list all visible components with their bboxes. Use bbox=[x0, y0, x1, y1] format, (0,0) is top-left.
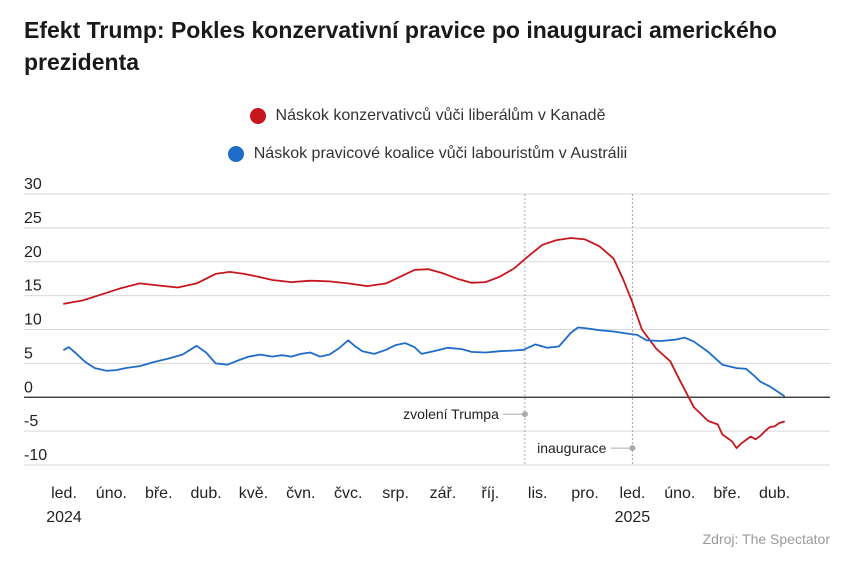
source-note: Zdroj: The Spectator bbox=[702, 531, 830, 547]
y-tick-label: -10 bbox=[24, 447, 47, 464]
x-tick-label: úno. bbox=[664, 485, 695, 502]
x-tick-label: bře. bbox=[713, 485, 741, 502]
legend-item-canada: Náskok konzervativců vůči liberálům v Ka… bbox=[0, 104, 855, 128]
x-tick-label: led. bbox=[620, 485, 646, 502]
x-tick-year: 2025 bbox=[615, 509, 651, 526]
y-tick-label: 30 bbox=[24, 176, 42, 193]
x-tick-label: úno. bbox=[96, 485, 127, 502]
legend-label-canada: Náskok konzervativců vůči liberálům v Ka… bbox=[275, 107, 606, 124]
x-tick-label: čvn. bbox=[286, 485, 315, 502]
x-tick-label: dub. bbox=[191, 485, 222, 502]
event-label: zvolení Trumpa bbox=[403, 406, 499, 422]
x-tick-year: 2024 bbox=[46, 509, 82, 526]
series-line-canada bbox=[63, 237, 785, 450]
y-tick-label: 5 bbox=[24, 345, 33, 362]
y-tick-label: -5 bbox=[24, 413, 38, 430]
y-tick-label: 0 bbox=[24, 379, 33, 396]
x-tick-label: pro. bbox=[571, 485, 599, 502]
x-tick-label: lis. bbox=[528, 485, 548, 502]
series-line-australia bbox=[63, 326, 785, 397]
legend-item-australia: Náskok pravicové koalice vůči labouristů… bbox=[0, 142, 855, 166]
y-tick-label: 25 bbox=[24, 210, 42, 227]
x-tick-label: kvě. bbox=[239, 485, 268, 502]
x-tick-label: srp. bbox=[382, 485, 409, 502]
y-tick-label: 10 bbox=[24, 312, 42, 329]
legend-swatch-australia bbox=[227, 146, 244, 162]
event-marker bbox=[629, 445, 636, 452]
chart-title: Efekt Trump: Pokles konzervativní pravic… bbox=[24, 17, 777, 75]
event-label: inaugurace bbox=[537, 440, 606, 456]
x-tick-label: bře. bbox=[145, 485, 173, 502]
legend-swatch-canada bbox=[249, 108, 266, 124]
x-tick-label: led. bbox=[51, 485, 77, 502]
x-tick-label: říj. bbox=[481, 485, 499, 502]
legend: Náskok konzervativců vůči liberálům v Ka… bbox=[0, 104, 855, 166]
x-tick-label: zář. bbox=[430, 485, 457, 502]
event-marker bbox=[521, 411, 528, 418]
x-tick-label: čvc. bbox=[334, 485, 362, 502]
x-tick-label: dub. bbox=[759, 485, 790, 502]
legend-label-australia: Náskok pravicové koalice vůči labouristů… bbox=[253, 145, 628, 162]
y-tick-label: 20 bbox=[24, 244, 42, 261]
y-tick-label: 15 bbox=[24, 278, 42, 295]
